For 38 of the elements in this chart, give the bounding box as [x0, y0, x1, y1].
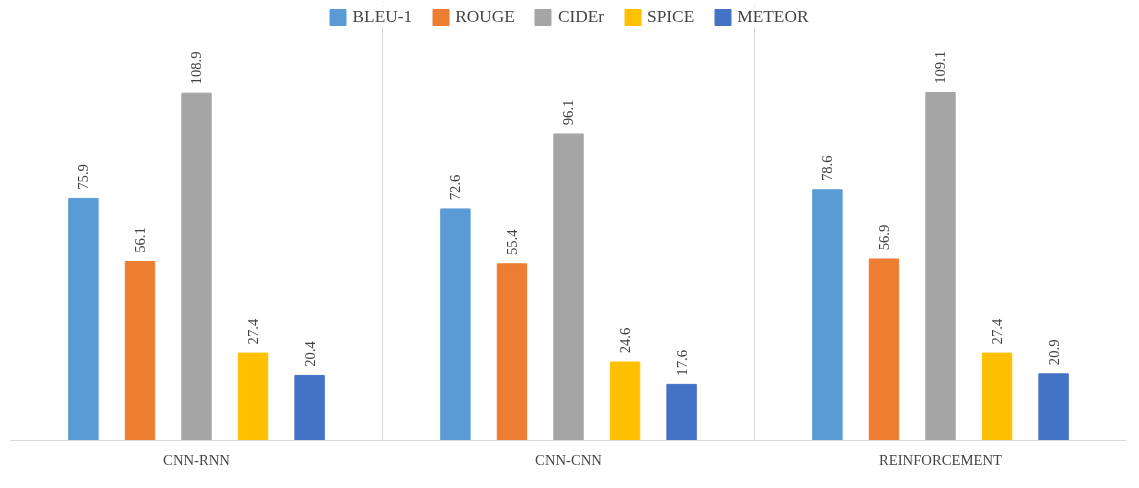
data-label: 78.6	[819, 155, 836, 182]
data-label: 75.9	[75, 164, 92, 190]
bar	[609, 361, 641, 441]
bar	[553, 133, 584, 441]
bar	[925, 92, 956, 441]
data-label: 24.6	[617, 327, 634, 354]
data-label: 27.4	[245, 318, 262, 345]
data-label: 20.4	[301, 340, 318, 367]
data-label: 56.1	[131, 227, 148, 253]
x-tick-label: CNN-RNN	[163, 451, 231, 468]
bar	[1038, 373, 1069, 441]
data-label: 27.4	[989, 318, 1006, 345]
bar	[666, 383, 697, 441]
legend-label: METEOR	[737, 7, 809, 27]
bar	[68, 197, 99, 441]
bar	[294, 374, 325, 441]
data-label: 108.9	[188, 51, 205, 85]
data-label: 20.9	[1045, 339, 1062, 366]
bar	[812, 189, 843, 441]
data-label: 55.4	[503, 228, 520, 256]
bar	[868, 258, 900, 441]
data-label: 17.6	[673, 350, 690, 376]
legend-label: SPICE	[647, 7, 695, 27]
x-tick-label: CNN-CNN	[535, 451, 603, 468]
legend-label: BLEU-1	[352, 7, 413, 27]
data-label: 56.9	[875, 224, 892, 251]
legend-label: CIDEr	[557, 7, 605, 27]
bar	[981, 352, 1013, 441]
bar	[181, 92, 212, 441]
bar	[440, 208, 471, 441]
data-label: 72.6	[447, 174, 464, 201]
data-label: 109.1	[932, 50, 949, 84]
legend-label: ROUGE	[455, 7, 515, 27]
bar	[237, 352, 269, 441]
x-tick-label: REINFORCEMENT	[879, 451, 1003, 468]
bar	[496, 263, 528, 441]
bar	[124, 261, 156, 441]
data-label: 96.1	[560, 99, 577, 126]
